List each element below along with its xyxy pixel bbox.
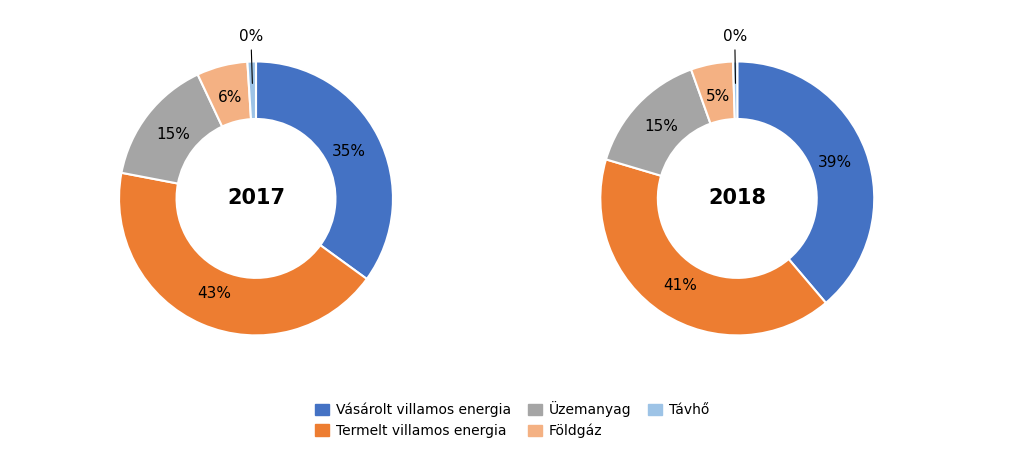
Text: 0%: 0% bbox=[723, 29, 746, 83]
Text: 43%: 43% bbox=[198, 286, 231, 301]
Text: 15%: 15% bbox=[645, 120, 679, 134]
Wedge shape bbox=[119, 173, 367, 336]
Text: 0%: 0% bbox=[239, 29, 263, 83]
Wedge shape bbox=[606, 69, 711, 176]
Text: 39%: 39% bbox=[818, 155, 852, 170]
Wedge shape bbox=[733, 61, 737, 119]
Text: 41%: 41% bbox=[664, 278, 697, 293]
Wedge shape bbox=[600, 159, 826, 336]
Text: 6%: 6% bbox=[218, 90, 243, 105]
Wedge shape bbox=[122, 74, 222, 184]
Text: 5%: 5% bbox=[706, 89, 730, 104]
Wedge shape bbox=[737, 61, 874, 303]
Wedge shape bbox=[256, 61, 393, 279]
Text: 35%: 35% bbox=[332, 144, 366, 159]
Wedge shape bbox=[248, 61, 256, 119]
Text: 2017: 2017 bbox=[227, 189, 285, 208]
Legend: Vásárolt villamos energia, Termelt villamos energia, Üzemanyag, Földgáz, Távhő: Vásárolt villamos energia, Termelt villa… bbox=[309, 396, 715, 444]
Wedge shape bbox=[691, 61, 735, 124]
Text: 15%: 15% bbox=[157, 127, 190, 142]
Wedge shape bbox=[198, 62, 251, 127]
Text: 2018: 2018 bbox=[709, 189, 766, 208]
